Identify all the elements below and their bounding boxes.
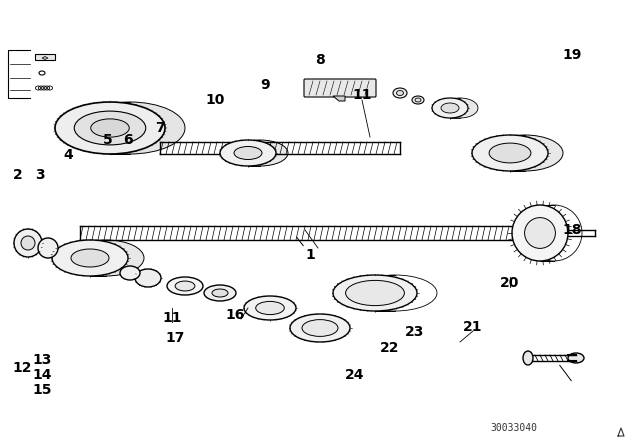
Text: 11: 11 [163,311,182,325]
Ellipse shape [512,205,568,261]
Text: 7: 7 [155,121,165,135]
Ellipse shape [302,319,338,336]
Ellipse shape [489,143,531,163]
Text: 17: 17 [165,331,185,345]
Ellipse shape [120,266,140,280]
Ellipse shape [487,135,563,171]
Ellipse shape [412,96,424,104]
Text: 10: 10 [205,93,225,107]
Ellipse shape [393,88,407,98]
Text: 30033040: 30033040 [490,423,537,433]
Text: 14: 14 [32,368,51,382]
Ellipse shape [52,240,128,276]
Ellipse shape [167,277,203,295]
FancyBboxPatch shape [304,79,376,97]
Ellipse shape [68,240,144,276]
Text: 11: 11 [352,88,372,102]
Ellipse shape [346,280,404,306]
Ellipse shape [212,289,228,297]
Ellipse shape [232,140,288,166]
Ellipse shape [415,98,421,102]
Ellipse shape [38,238,58,258]
Ellipse shape [220,140,276,166]
Polygon shape [42,56,48,60]
Text: 8: 8 [315,53,325,67]
Ellipse shape [397,90,403,95]
Ellipse shape [55,102,165,154]
Ellipse shape [432,98,468,118]
Text: 4: 4 [63,148,73,162]
Ellipse shape [472,135,548,171]
Text: 2: 2 [13,168,23,182]
Text: 6: 6 [123,133,133,147]
Ellipse shape [175,281,195,291]
Polygon shape [35,54,55,60]
Text: 1: 1 [305,248,315,262]
Text: 9: 9 [260,78,270,92]
Text: 16: 16 [225,308,244,322]
Ellipse shape [135,269,161,287]
Ellipse shape [71,249,109,267]
Ellipse shape [91,119,129,137]
Ellipse shape [333,275,417,311]
Text: 22: 22 [380,341,400,355]
Text: 15: 15 [32,383,51,397]
Text: 12: 12 [12,361,31,375]
Ellipse shape [290,314,350,342]
Ellipse shape [442,98,478,118]
Text: 20: 20 [500,276,520,290]
Text: 21: 21 [463,320,483,334]
Ellipse shape [244,296,296,320]
Ellipse shape [256,302,284,314]
Text: 24: 24 [345,368,365,382]
Text: 3: 3 [35,168,45,182]
Ellipse shape [525,218,556,248]
Text: 5: 5 [103,133,113,147]
Ellipse shape [74,111,146,145]
Ellipse shape [21,236,35,250]
Text: 18: 18 [563,223,582,237]
Ellipse shape [441,103,459,113]
Text: 19: 19 [563,48,582,62]
Ellipse shape [14,229,42,257]
Ellipse shape [568,353,584,363]
Ellipse shape [75,102,185,154]
Ellipse shape [234,146,262,159]
Ellipse shape [523,351,533,365]
Text: 13: 13 [32,353,51,367]
Text: 23: 23 [405,325,425,339]
Polygon shape [333,96,345,101]
Ellipse shape [204,285,236,301]
